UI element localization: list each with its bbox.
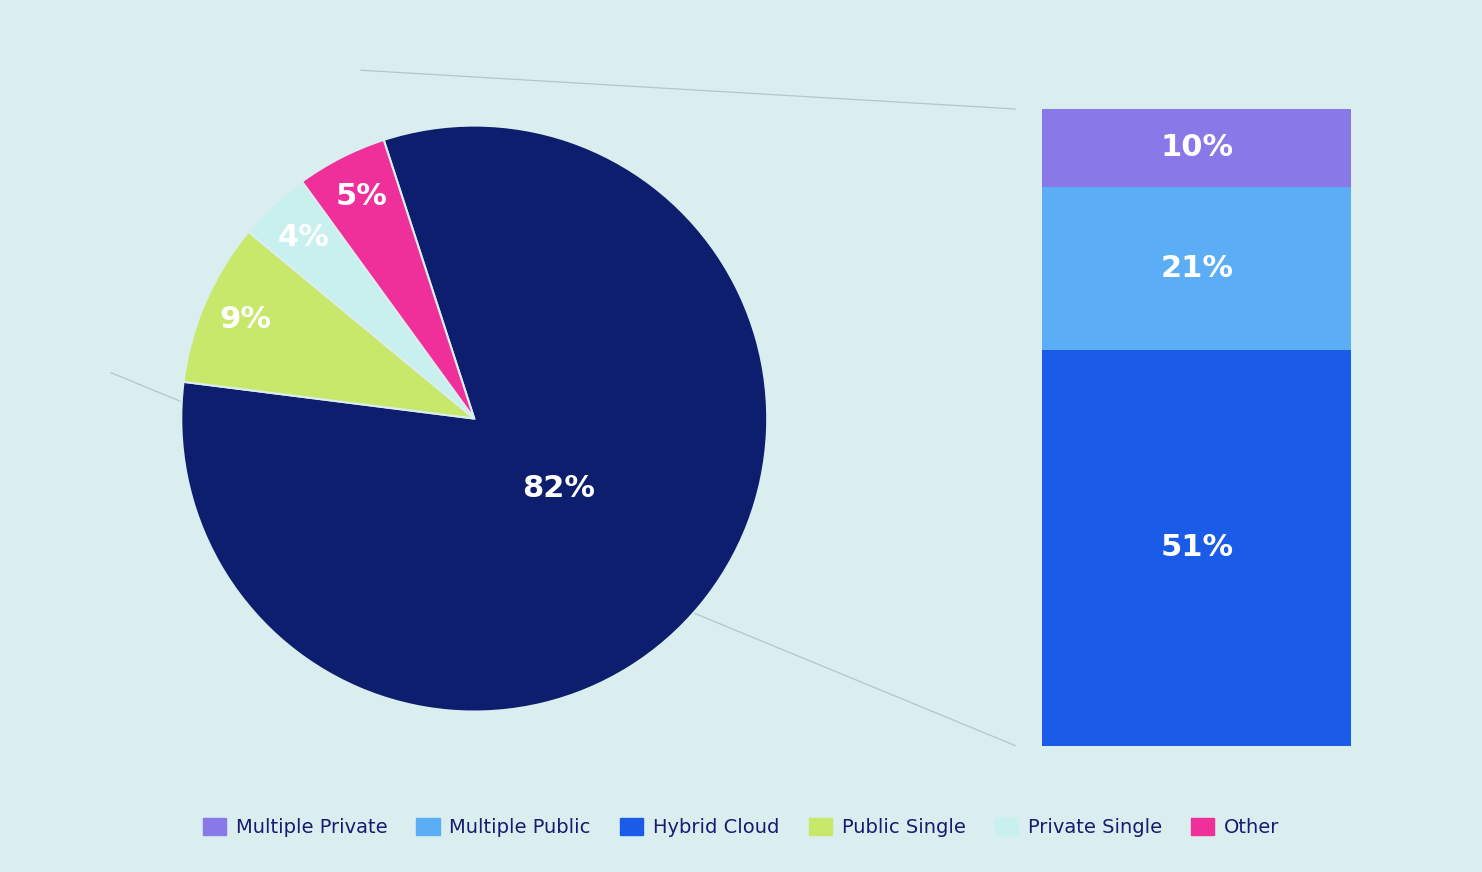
Text: 21%: 21% [1160, 254, 1233, 283]
Text: 10%: 10% [1160, 133, 1233, 162]
Text: 4%: 4% [277, 222, 329, 251]
Text: 5%: 5% [335, 182, 387, 211]
Text: 82%: 82% [522, 474, 596, 503]
Wedge shape [302, 140, 474, 419]
Text: 51%: 51% [1160, 533, 1233, 562]
Wedge shape [184, 232, 474, 419]
Legend: Multiple Private, Multiple Public, Hybrid Cloud, Public Single, Private Single, : Multiple Private, Multiple Public, Hybri… [194, 810, 1288, 845]
Text: 9%: 9% [219, 305, 271, 334]
Bar [1042, 109, 1352, 187]
Bar [1042, 187, 1352, 350]
Wedge shape [249, 181, 474, 419]
Wedge shape [181, 126, 768, 712]
Bar [1042, 350, 1352, 746]
